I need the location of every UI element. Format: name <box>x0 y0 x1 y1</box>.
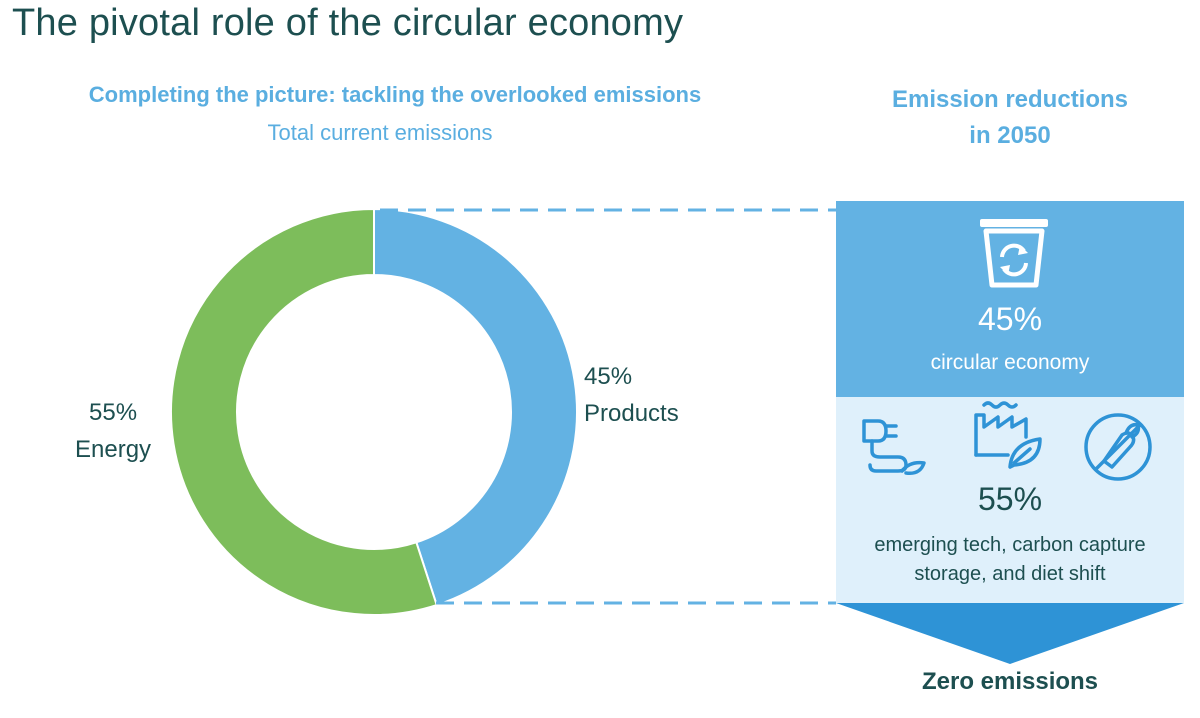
energy-category-label: Energy <box>75 436 152 463</box>
donut-slice-energy <box>170 207 438 616</box>
reductions-heading-line1: Emission reductions <box>891 86 1129 113</box>
zero-emissions-label: Zero emissions <box>921 668 1099 695</box>
circular-economy-label: circular economy <box>930 351 1090 374</box>
other-reductions-label: emerging tech, carbon capture storage, a… <box>836 531 1184 589</box>
reductions-heading: Emission reductions in 2050 <box>840 82 1180 154</box>
products-label: 45% Products <box>584 358 679 432</box>
circular-economy-panel: 45% circular economy <box>836 201 1184 397</box>
other-reductions-panel: 55% emerging tech, carbon capture storag… <box>836 397 1184 603</box>
circular-economy-percent: 45% <box>977 301 1043 337</box>
other-reductions-label-line1: emerging tech, carbon capture <box>874 534 1146 556</box>
energy-label: 55% Energy <box>75 394 151 468</box>
recycling-bin-icon <box>980 219 1048 288</box>
reductions-heading-line2: in 2050 <box>969 122 1051 149</box>
donut-slices <box>170 207 578 616</box>
donut-slice-products <box>373 207 578 607</box>
factory-leaf-icon <box>974 401 1042 469</box>
other-reductions-label-line2: storage, and diet shift <box>914 563 1106 585</box>
chart-caption: Total current emissions <box>267 120 493 145</box>
chart-subtitle: Completing the picture: tackling the ove… <box>88 82 702 107</box>
products-category-label: Products <box>584 400 679 427</box>
no-meat-icon <box>1084 413 1152 481</box>
other-reductions-percent: 55% <box>977 481 1043 517</box>
plug-leaf-icon <box>862 419 926 476</box>
page-title: The pivotal role of the circular economy <box>12 2 684 44</box>
products-value-label: 45% <box>584 363 633 390</box>
down-arrow-icon <box>836 603 1184 664</box>
energy-value-label: 55% <box>89 399 138 426</box>
